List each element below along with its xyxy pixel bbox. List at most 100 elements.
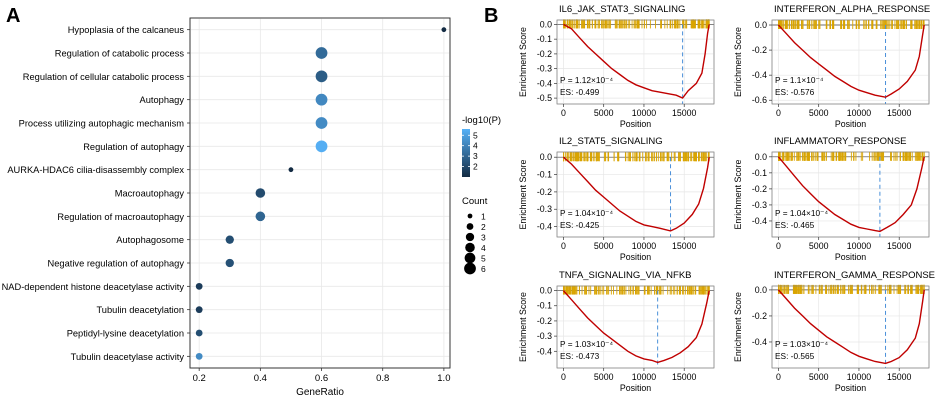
enrichment-curve xyxy=(777,156,925,233)
es-label: ES: -0.465 xyxy=(775,220,815,230)
y-tick-label: 0.0 xyxy=(540,286,552,296)
gsea-panel: INFLAMMATORY_RESPONSE 0.0 -0.1 -0.2 -0.3 -0.4… xyxy=(733,136,930,262)
data-point xyxy=(195,329,203,337)
data-point xyxy=(441,27,447,33)
plot-border xyxy=(771,285,930,369)
p-value-label: P = 1.04×10⁻⁴ xyxy=(775,208,828,218)
y-tick-label: 0.0 xyxy=(755,152,767,162)
p-value-label: P = 1.12×10⁻⁴ xyxy=(560,75,613,85)
y-tick-label: -0.3 xyxy=(537,331,552,341)
y-tick-label: -0.4 xyxy=(752,216,767,226)
panel-title: IL2_STAT5_SIGNALING xyxy=(559,136,663,147)
data-point xyxy=(315,93,328,106)
y-tick-label: -0.3 xyxy=(537,64,552,74)
plot-border xyxy=(771,19,930,105)
x-tick-label: 0 xyxy=(561,372,566,382)
category-label: NAD-dependent histone deacetylase activi… xyxy=(2,282,185,292)
category-label: Autophagy xyxy=(140,95,185,105)
y-tick-label: -0.2 xyxy=(752,184,767,194)
size-legend-label: 4 xyxy=(481,243,486,253)
enrichment-curve xyxy=(562,290,710,364)
y-tick-label: -0.2 xyxy=(537,316,552,326)
category-label: Process utilizing autophagic mechanism xyxy=(19,119,185,129)
enrichment-curve xyxy=(777,24,925,98)
x-axis-title: Position xyxy=(620,119,651,129)
color-bar xyxy=(462,129,470,177)
y-tick-label: -0.2 xyxy=(752,45,767,55)
x-axis-title: Position xyxy=(835,383,866,393)
y-tick-label: -0.1 xyxy=(537,34,552,44)
x-tick-label: 0 xyxy=(561,108,566,118)
es-label: ES: -0.499 xyxy=(560,87,600,97)
es-label: ES: -0.576 xyxy=(775,87,815,97)
category-label: Macroautophagy xyxy=(115,189,185,199)
gene-hit-marks xyxy=(563,19,710,29)
data-point xyxy=(255,188,266,198)
x-tick-label: 1.0 xyxy=(437,373,450,384)
size-legend-dot xyxy=(466,223,474,230)
plot-frame xyxy=(556,285,715,369)
plot-frame xyxy=(556,19,715,105)
x-tick-label: 0.6 xyxy=(315,373,328,384)
panel-title: IL6_JAK_STAT3_SIGNALING xyxy=(559,4,685,15)
category-label: Regulation of catabolic process xyxy=(55,49,185,59)
x-tick-label: 5000 xyxy=(809,241,829,251)
category-label: Regulation of cellular catabolic process xyxy=(23,72,185,82)
x-tick-label: 15000 xyxy=(887,372,912,382)
enrichment-curve xyxy=(563,23,710,99)
dot-plot-chart: Hypoplasia of the calcaneus Regulation of… xyxy=(2,17,501,398)
x-tick-label: 10000 xyxy=(847,108,872,118)
category-label: Peptidyl-lysine deacetylation xyxy=(67,329,184,339)
gsea-panel: TNFA_SIGNALING_VIA_NFKB 0.0 -0.1 -0.2 -0.3 -0… xyxy=(518,270,715,393)
y-axis-title: Enrichment Score xyxy=(733,159,743,229)
plot-frame xyxy=(771,151,930,238)
p-value-label: P = 1.03×10⁻⁴ xyxy=(560,339,613,349)
y-axis-title: Enrichment Score xyxy=(518,292,528,362)
data-point xyxy=(315,140,328,153)
y-axis-title: Enrichment Score xyxy=(518,159,528,229)
category-label: Tubulin deacetylation xyxy=(96,305,184,315)
p-value-label: P = 1.1×10⁻⁴ xyxy=(775,75,824,85)
x-tick-label: 5000 xyxy=(809,372,829,382)
y-tick-label: -0.2 xyxy=(537,187,552,197)
category-label: Autophagosome xyxy=(116,235,184,245)
panel-a-letter: A xyxy=(6,5,20,27)
y-tick-label: 0.0 xyxy=(755,285,767,295)
y-tick-label: -0.1 xyxy=(752,168,767,178)
x-tick-label: 0 xyxy=(776,372,781,382)
panel-title: INTERFERON_GAMMA_RESPONSE xyxy=(774,270,935,281)
panel-title: INFLAMMATORY_RESPONSE xyxy=(774,136,907,147)
size-legend-dot xyxy=(464,262,476,275)
gsea-panel: IL6_JAK_STAT3_SIGNALING 0.0 -0.1 -0.2 -0.3 -0… xyxy=(518,4,715,129)
y-tick-label: -0.4 xyxy=(537,222,552,232)
data-point xyxy=(195,352,203,360)
x-tick-label: 15000 xyxy=(672,108,697,118)
es-label: ES: -0.425 xyxy=(560,220,600,230)
plot-border xyxy=(771,151,930,238)
x-tick-label: 5000 xyxy=(594,241,614,251)
x-tick-label: 15000 xyxy=(887,241,912,251)
size-legend-label: 1 xyxy=(481,211,486,221)
category-label: Negative regulation of autophagy xyxy=(48,259,185,269)
panel-title: INTERFERON_ALPHA_RESPONSE xyxy=(774,4,930,15)
color-tick-label: 5 xyxy=(473,130,478,140)
plot-frame xyxy=(771,19,930,105)
gsea-panels: IL6_JAK_STAT3_SIGNALING 0.0 -0.1 -0.2 -0.3 -0… xyxy=(518,4,935,393)
x-tick-label: 5000 xyxy=(809,108,829,118)
y-tick-label: -0.2 xyxy=(752,311,767,321)
x-tick-label: 10000 xyxy=(632,108,657,118)
color-tick-label: 4 xyxy=(473,141,478,151)
x-tick-label: 10000 xyxy=(847,372,872,382)
y-axis-title: Enrichment Score xyxy=(733,292,743,362)
y-axis-title: Enrichment Score xyxy=(518,27,528,97)
color-tick-label: 3 xyxy=(473,151,478,161)
size-legend-label: 3 xyxy=(481,232,486,242)
y-tick-label: -0.4 xyxy=(537,346,552,356)
y-tick-label: 0.0 xyxy=(540,19,552,29)
data-point xyxy=(225,258,234,268)
x-tick-label: 15000 xyxy=(672,372,697,382)
y-tick-label: -0.6 xyxy=(752,95,767,105)
x-tick-label: 0 xyxy=(776,108,781,118)
data-point xyxy=(288,167,294,173)
